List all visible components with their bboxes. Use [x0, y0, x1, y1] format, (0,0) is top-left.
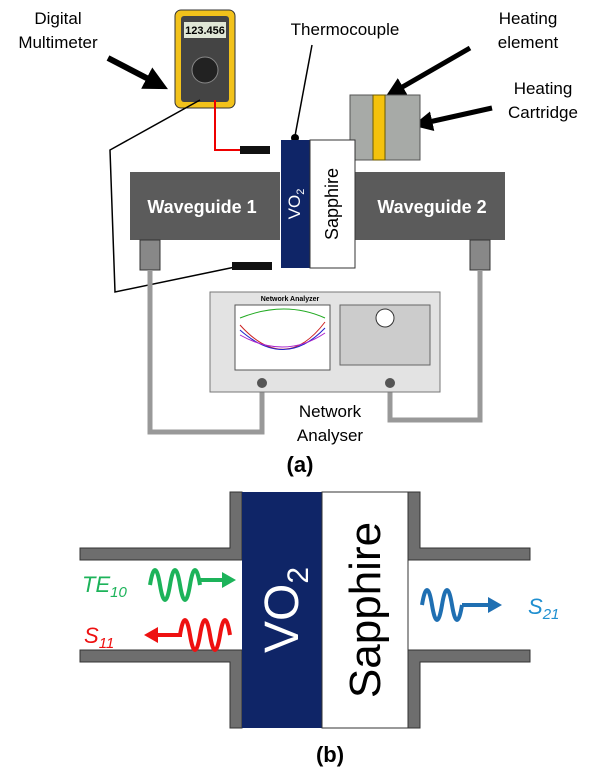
probe — [232, 262, 272, 270]
label: S11 — [84, 623, 114, 652]
wall — [80, 650, 242, 728]
heating-element — [373, 95, 385, 160]
probe — [240, 146, 270, 154]
display-value: 123.456 — [185, 25, 225, 37]
label: S — [528, 594, 543, 619]
wave — [150, 570, 200, 600]
arrowhead — [488, 597, 502, 613]
label: Waveguide 1 — [147, 197, 256, 217]
arrow — [108, 58, 160, 85]
label: Thermocouple — [291, 20, 400, 39]
subscript: 2 — [282, 567, 315, 584]
label: Multimeter — [18, 33, 98, 52]
arrow — [420, 108, 492, 124]
label: TE — [82, 572, 110, 597]
label: S21 — [528, 594, 559, 623]
port — [385, 378, 395, 388]
subscript: 2 — [295, 189, 307, 195]
caption: (a) — [287, 452, 314, 477]
pointer — [295, 45, 312, 136]
arrowhead — [222, 572, 236, 588]
label: VO — [285, 195, 304, 220]
label: Sapphire — [322, 168, 342, 240]
port — [257, 378, 267, 388]
diagram: Digital Multimeter Thermocouple Heating … — [0, 0, 601, 774]
label: VO — [256, 584, 309, 653]
label: Cartridge — [508, 103, 578, 122]
label: Heating — [499, 9, 558, 28]
knob — [376, 309, 394, 327]
label: Analyser — [297, 426, 363, 445]
label: TE10 — [82, 572, 127, 601]
wall — [408, 492, 530, 560]
dial — [192, 57, 218, 83]
wave — [422, 590, 462, 620]
panel-a: Digital Multimeter Thermocouple Heating … — [18, 9, 578, 477]
label: S — [84, 623, 99, 648]
label: element — [498, 33, 559, 52]
connector — [140, 240, 160, 270]
subscript: 10 — [110, 584, 127, 601]
panel-b: VO2 Sapphire TE10 S11 S21 (b) — [80, 492, 559, 767]
label: Sapphire — [341, 522, 390, 698]
caption: (b) — [316, 742, 344, 767]
connector — [470, 240, 490, 270]
label: Heating — [514, 79, 573, 98]
label: Waveguide 2 — [377, 197, 486, 217]
label: Digital — [34, 9, 81, 28]
subscript: 11 — [99, 635, 115, 652]
label: Network — [299, 402, 362, 421]
wall — [408, 650, 530, 728]
arrowhead — [144, 627, 158, 643]
subscript: 21 — [542, 606, 560, 623]
wave — [180, 620, 230, 650]
arrow — [392, 48, 470, 93]
screen-title: Network Analyzer — [261, 296, 320, 303]
wall — [80, 492, 242, 560]
